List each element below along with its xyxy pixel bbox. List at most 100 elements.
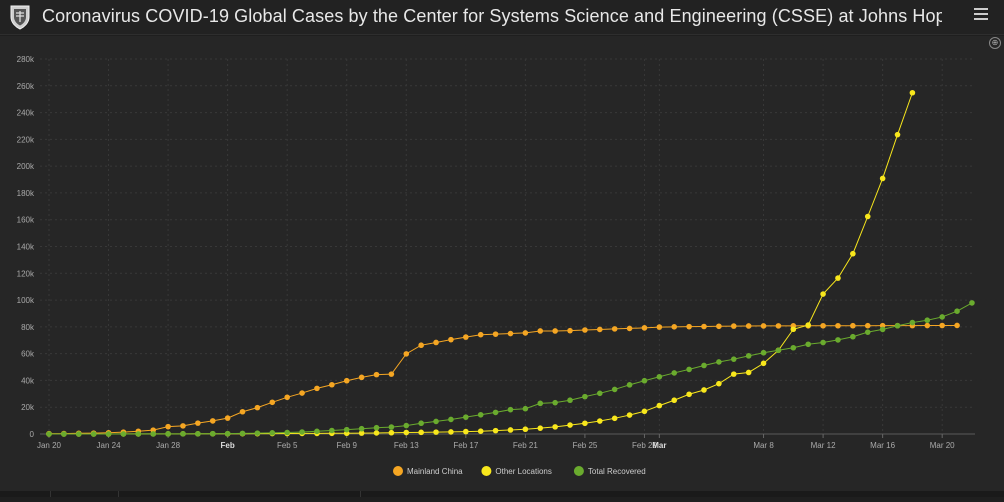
data-point-total-recovered <box>656 373 663 380</box>
data-point-mainland-china <box>373 371 380 378</box>
data-point-other-locations <box>745 369 752 376</box>
data-point-mainland-china <box>433 339 439 346</box>
data-point-total-recovered <box>879 326 886 333</box>
data-point-total-recovered <box>388 424 395 430</box>
data-point-mainland-china <box>254 404 261 411</box>
data-point-total-recovered <box>105 431 112 437</box>
data-point-other-locations <box>805 322 812 328</box>
data-point-total-recovered <box>209 430 216 437</box>
data-point-total-recovered <box>552 399 558 406</box>
data-point-total-recovered <box>135 431 142 437</box>
data-point-total-recovered <box>805 341 812 348</box>
data-point-mainland-china <box>269 399 276 406</box>
data-point-other-locations <box>522 426 529 433</box>
legend-label-mainland-china: Mainland China <box>407 467 463 476</box>
x-tick-label: Feb 13 <box>394 441 419 450</box>
data-point-other-locations <box>388 429 395 436</box>
data-point-total-recovered <box>611 386 618 393</box>
data-point-total-recovered <box>582 393 588 400</box>
data-point-other-locations <box>463 428 469 435</box>
data-point-other-locations <box>433 429 439 435</box>
data-point-other-locations <box>894 131 901 138</box>
data-point-mainland-china <box>448 336 454 343</box>
data-point-other-locations <box>850 250 856 257</box>
data-point-total-recovered <box>90 431 97 437</box>
y-tick-label: 200k <box>17 162 35 171</box>
x-tick-label: Jan 24 <box>97 441 122 450</box>
data-point-mainland-china <box>388 371 395 377</box>
data-point-other-locations <box>716 380 722 387</box>
data-point-total-recovered <box>641 377 648 384</box>
expand-panel-icon[interactable]: ⊕ <box>989 37 1001 49</box>
data-point-total-recovered <box>522 405 529 412</box>
data-point-total-recovered <box>433 418 439 425</box>
data-point-other-locations <box>656 402 663 409</box>
data-point-total-recovered <box>61 431 67 437</box>
data-point-total-recovered <box>820 339 826 346</box>
x-tick-label: Feb 17 <box>453 441 478 450</box>
data-point-total-recovered <box>760 349 767 356</box>
data-point-total-recovered <box>254 430 261 436</box>
data-point-mainland-china <box>418 342 424 349</box>
data-point-total-recovered <box>671 370 678 376</box>
data-point-other-locations <box>373 430 380 436</box>
data-point-total-recovered <box>507 406 514 413</box>
data-point-total-recovered <box>329 427 335 434</box>
data-point-mainland-china <box>775 323 782 329</box>
data-point-total-recovered <box>969 300 975 306</box>
data-point-total-recovered <box>448 416 454 423</box>
data-point-mainland-china <box>403 351 410 357</box>
data-point-other-locations <box>552 424 558 430</box>
hamburger-menu-icon[interactable] <box>974 6 988 20</box>
data-point-mainland-china <box>299 390 305 396</box>
data-point-other-locations <box>626 412 633 418</box>
y-tick-label: 60k <box>21 350 35 359</box>
app-header: Coronavirus COVID-19 Global Cases by the… <box>0 0 1004 35</box>
y-tick-label: 140k <box>17 243 35 252</box>
data-point-mainland-china <box>760 323 767 329</box>
data-point-mainland-china <box>641 325 648 331</box>
data-point-other-locations <box>477 428 484 434</box>
y-tick-label: 280k <box>17 55 35 64</box>
data-point-total-recovered <box>239 430 246 437</box>
data-point-total-recovered <box>567 397 573 404</box>
data-point-other-locations <box>686 391 692 398</box>
data-point-mainland-china <box>626 325 633 332</box>
data-point-other-locations <box>596 418 603 424</box>
x-tick-label: Jan 28 <box>156 441 181 450</box>
data-point-other-locations <box>492 427 499 434</box>
data-point-total-recovered <box>909 319 916 326</box>
data-point-mainland-china <box>507 330 514 337</box>
data-point-other-locations <box>418 429 424 436</box>
data-point-total-recovered <box>745 353 752 359</box>
data-point-total-recovered <box>314 428 320 435</box>
data-point-mainland-china <box>552 328 558 334</box>
data-point-total-recovered <box>46 431 52 437</box>
data-point-total-recovered <box>343 426 350 433</box>
data-point-total-recovered <box>954 308 960 314</box>
data-point-mainland-china <box>730 323 737 329</box>
y-tick-label: 260k <box>17 82 35 91</box>
data-point-other-locations <box>671 397 678 404</box>
legend-label-other-locations: Other Locations <box>495 467 551 476</box>
data-point-total-recovered <box>269 430 276 436</box>
data-point-mainland-china <box>567 327 573 334</box>
data-point-mainland-china <box>284 394 290 401</box>
data-point-mainland-china <box>611 326 618 332</box>
data-point-other-locations <box>537 425 544 431</box>
data-point-other-locations <box>358 430 365 436</box>
data-point-other-locations <box>641 408 648 415</box>
data-point-total-recovered <box>477 411 484 418</box>
x-tick-label: Feb 29 <box>632 441 657 450</box>
data-point-mainland-china <box>358 374 365 381</box>
data-point-total-recovered <box>284 429 290 436</box>
x-tick-label: Feb <box>221 441 235 450</box>
data-point-total-recovered <box>864 329 871 335</box>
data-point-total-recovered <box>492 409 499 416</box>
y-tick-label: 40k <box>21 376 35 385</box>
data-point-total-recovered <box>463 414 469 420</box>
data-point-other-locations <box>864 213 871 220</box>
x-tick-label: Feb 25 <box>572 441 597 450</box>
bottom-scroll-bar <box>0 491 1004 497</box>
data-point-mainland-china <box>492 331 499 337</box>
